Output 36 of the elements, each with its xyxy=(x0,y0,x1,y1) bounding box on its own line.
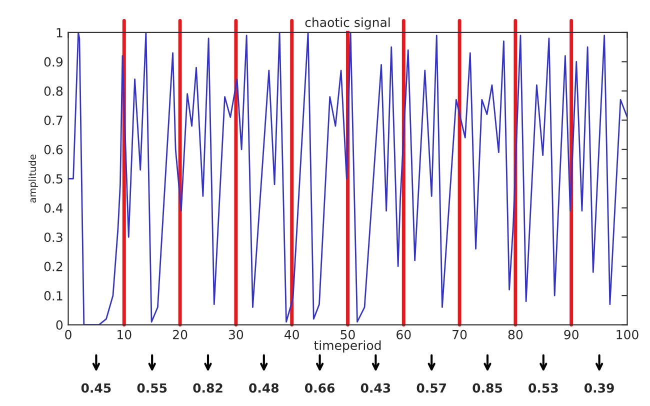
x-tick-label: 10 xyxy=(118,330,132,340)
y-tick-label: 0.6 xyxy=(44,144,63,154)
y-tick-label: 0.2 xyxy=(44,262,62,272)
text: 0.66 xyxy=(304,383,335,393)
y-axis-title: amplitude xyxy=(28,154,38,203)
y-tick-label: 0.5 xyxy=(44,174,62,184)
x-tick-label: 0 xyxy=(65,330,72,340)
text: 0.55 xyxy=(137,383,167,393)
x-tick-label: 40 xyxy=(284,330,299,340)
x-tick-label: 20 xyxy=(173,330,188,340)
y-tick-label: 1 xyxy=(56,28,62,38)
y-tick-label: 0.4 xyxy=(44,203,63,213)
y-tick-label: 0.3 xyxy=(44,232,62,242)
line-series xyxy=(68,32,628,325)
x-tick-label: 50 xyxy=(340,330,355,340)
text: 0.57 xyxy=(416,383,446,393)
text: 0.48 xyxy=(249,383,279,393)
text: 0.43 xyxy=(360,383,390,393)
x-tick-label: 60 xyxy=(396,330,411,340)
x-tick-label: 70 xyxy=(452,330,467,340)
text: 0.39 xyxy=(584,383,614,393)
y-tick-label: 0.7 xyxy=(44,116,62,126)
y-tick-label: 0.8 xyxy=(44,86,63,96)
x-tick-label: 30 xyxy=(228,330,244,340)
y-tick-label: 0.9 xyxy=(44,57,63,67)
text: 0.85 xyxy=(472,383,502,393)
text: 0.82 xyxy=(193,383,222,393)
y-tick-label: 0 xyxy=(56,320,63,330)
chart-title: chaotic signal xyxy=(305,17,390,30)
x-tick-label: 90 xyxy=(564,330,578,340)
text: 0.53 xyxy=(528,383,558,393)
y-tick-label: 0.1 xyxy=(44,291,62,300)
x-tick-label: 100 xyxy=(616,330,638,340)
text: 0.45 xyxy=(81,383,111,393)
x-axis-title: timeperiod xyxy=(314,340,381,352)
x-tick-label: 80 xyxy=(508,330,523,340)
